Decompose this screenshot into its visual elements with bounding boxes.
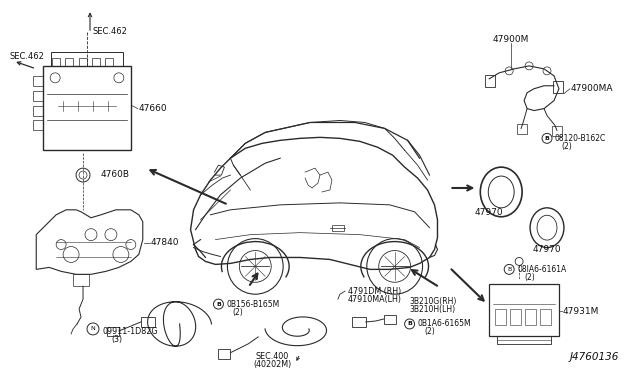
Circle shape (542, 134, 552, 143)
Text: (40202M): (40202M) (253, 360, 291, 369)
Text: 08IA6-6161A: 08IA6-6161A (517, 265, 566, 274)
Text: (2): (2) (424, 327, 435, 336)
Bar (79, 58, 87, 66)
Bar (107, 327, 119, 336)
Text: 47970: 47970 (475, 208, 504, 217)
Text: N: N (91, 326, 95, 331)
Bar (525, 309, 536, 325)
Text: 47900M: 47900M (493, 35, 529, 44)
Circle shape (87, 323, 99, 335)
Text: 4791DM (RH): 4791DM (RH) (348, 287, 401, 296)
Bar (33, 91, 44, 101)
Bar (485, 75, 495, 87)
Text: SEC.462: SEC.462 (93, 27, 128, 36)
Bar (52, 58, 60, 66)
Bar (33, 121, 44, 131)
Text: 3B210H(LH): 3B210H(LH) (410, 305, 456, 314)
Bar (73, 274, 89, 286)
Bar (65, 58, 73, 66)
Circle shape (504, 264, 514, 274)
Text: B: B (216, 302, 221, 307)
Bar (105, 58, 113, 66)
Text: B: B (407, 321, 412, 327)
Bar (384, 315, 396, 324)
Text: (3): (3) (111, 335, 122, 344)
Text: SEC.462: SEC.462 (10, 52, 44, 61)
Bar (332, 225, 344, 231)
Bar (51, 52, 123, 66)
Bar (141, 317, 155, 327)
Circle shape (214, 299, 223, 309)
Bar (352, 317, 366, 327)
Text: B: B (507, 267, 511, 272)
Bar (44, 66, 131, 150)
Text: B: B (545, 136, 550, 141)
Text: 47900MA: 47900MA (571, 84, 613, 93)
Text: 47840: 47840 (151, 238, 179, 247)
Bar (92, 58, 100, 66)
Bar (540, 309, 551, 325)
Text: (2): (2) (524, 273, 535, 282)
Text: 4760B: 4760B (101, 170, 130, 179)
Text: 08120-B162C: 08120-B162C (555, 134, 606, 143)
Text: 47660: 47660 (139, 104, 168, 113)
Text: 47910MA(LH): 47910MA(LH) (348, 295, 402, 304)
Bar (552, 126, 562, 137)
Text: 0B156-B165M: 0B156-B165M (227, 299, 280, 309)
Text: 47970: 47970 (532, 245, 561, 254)
Text: J4760136: J4760136 (570, 352, 619, 362)
Bar (489, 284, 559, 336)
Bar (553, 81, 563, 93)
Text: SEC.400: SEC.400 (255, 352, 289, 361)
Text: (2): (2) (232, 308, 243, 317)
Circle shape (404, 319, 415, 329)
Text: 0B1A6-6165M: 0B1A6-6165M (417, 320, 471, 328)
Bar (517, 125, 527, 134)
Bar (497, 336, 551, 344)
Text: (2): (2) (561, 142, 572, 151)
Bar (218, 349, 230, 359)
Text: 09911-1D82G: 09911-1D82G (103, 327, 159, 336)
Circle shape (76, 168, 90, 182)
Bar (510, 309, 521, 325)
Bar (33, 106, 44, 116)
Bar (33, 76, 44, 86)
Text: 47931M: 47931M (563, 307, 599, 315)
Bar (495, 309, 506, 325)
Text: 3B210G(RH): 3B210G(RH) (410, 296, 457, 306)
